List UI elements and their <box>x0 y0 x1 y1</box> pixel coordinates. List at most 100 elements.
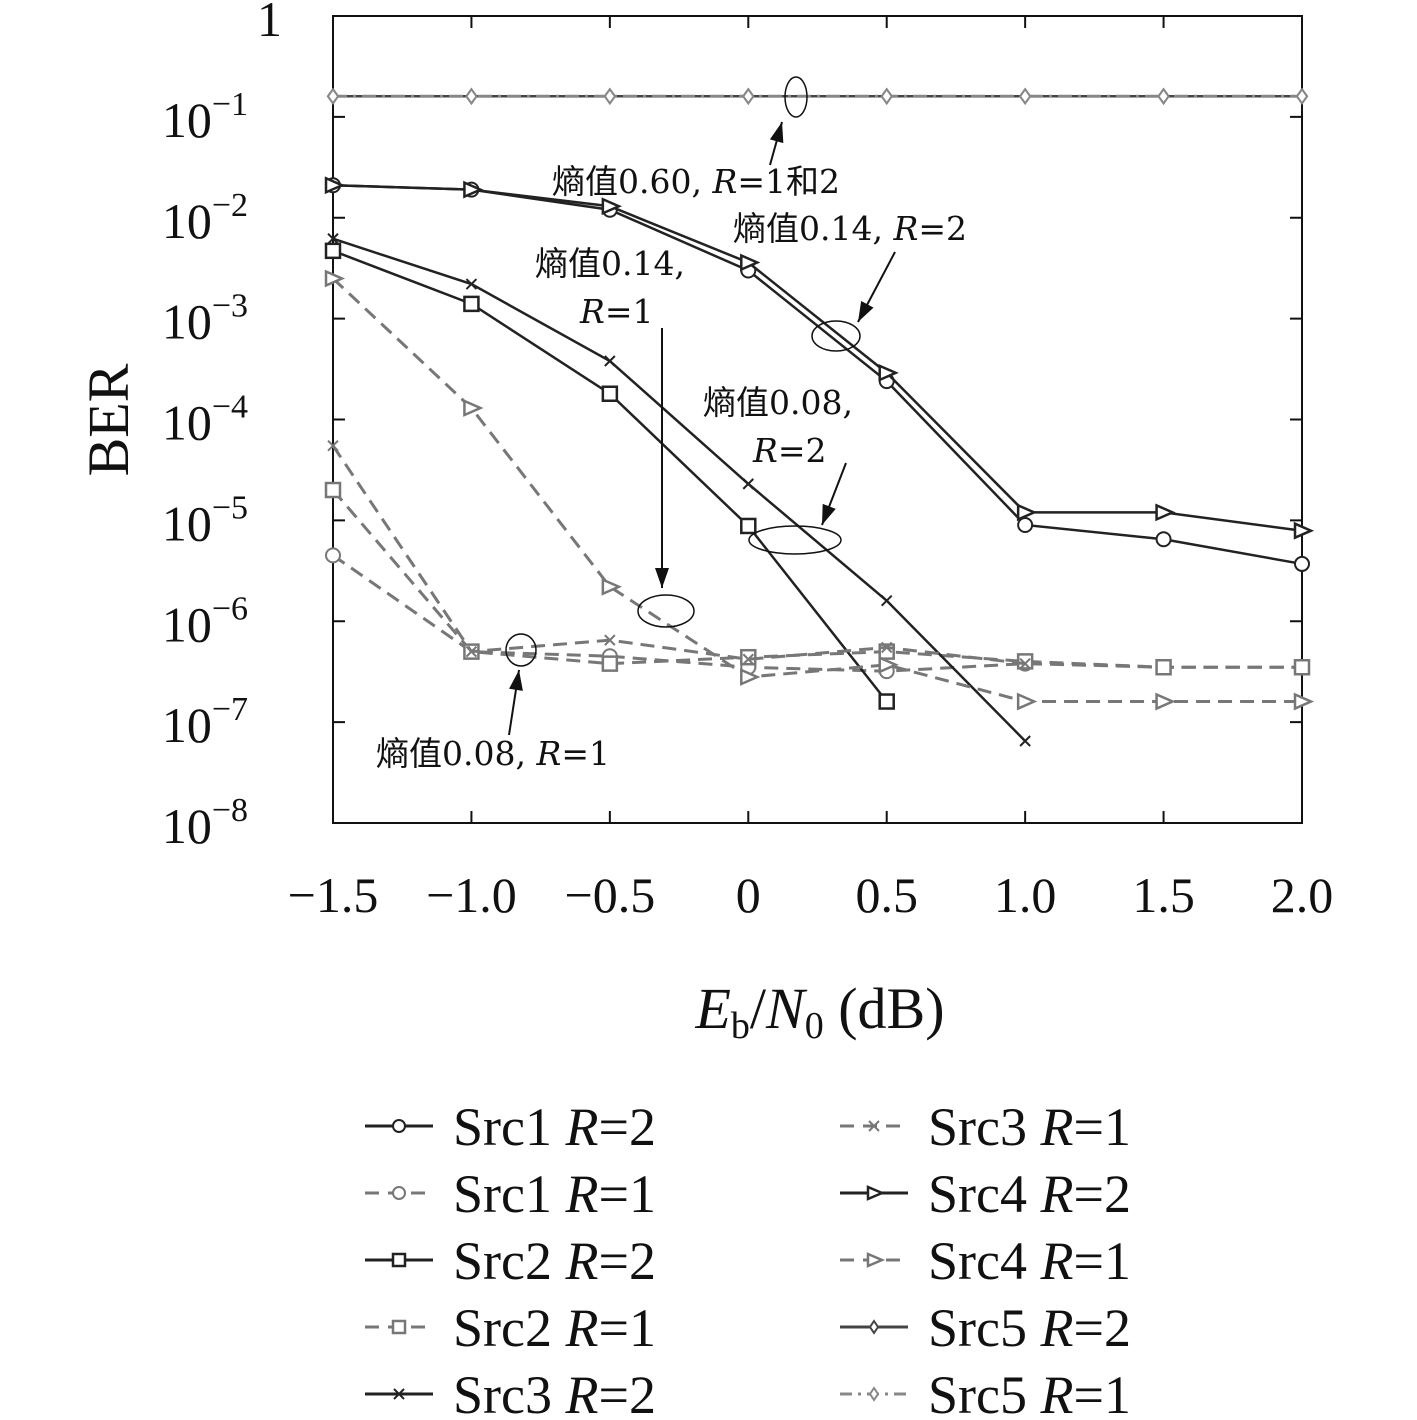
legend-label: Src2 R=2 <box>453 1231 656 1291</box>
legend-entry: Src2 R=2 <box>365 1231 656 1291</box>
series-src3-r2 <box>327 232 1031 747</box>
y-tick-label: 10−8 <box>162 792 248 854</box>
y-tick-labels: 10−8 10−7 10−6 10−5 10−4 10−3 10−2 10−11 <box>162 0 282 854</box>
data-point <box>465 645 478 658</box>
data-point <box>327 232 339 245</box>
data-point <box>601 385 619 402</box>
annotation-text: 熵值0.08, R=1 <box>376 734 610 773</box>
data-point <box>868 1386 880 1402</box>
data-point <box>1019 657 1031 670</box>
data-point <box>1155 503 1176 522</box>
x-tick-label: 1.5 <box>1132 867 1195 923</box>
annotation-arrowhead <box>769 122 784 144</box>
y-tick-label: 10−5 <box>162 489 248 551</box>
series-src4-r1 <box>324 269 1315 711</box>
data-point <box>1016 692 1038 711</box>
series-src2-r2 <box>324 242 895 710</box>
series-line <box>332 183 1303 532</box>
legend-label: Src4 R=1 <box>928 1231 1131 1291</box>
x-tick-label: −1.5 <box>288 867 379 923</box>
x-tick-label: −1.0 <box>426 867 517 923</box>
data-point <box>465 87 478 106</box>
data-point <box>325 547 341 564</box>
data-point <box>878 693 895 710</box>
data-point <box>1016 503 1038 522</box>
legend: Src1 R=2 Src1 R=1 Src2 R=2 Src2 R=1 Src3 R=2… <box>365 1097 1131 1420</box>
data-point <box>391 1252 407 1268</box>
x-tick-label: 0 <box>736 867 761 923</box>
data-point <box>327 439 339 452</box>
legend-label: Src1 R=1 <box>453 1164 656 1224</box>
data-point <box>1155 658 1172 676</box>
legend-label: Src2 R=1 <box>453 1298 656 1358</box>
data-point <box>1155 692 1176 711</box>
annotation-arrowhead <box>822 503 836 525</box>
legend-entry: Src5 R=1 <box>840 1365 1131 1420</box>
data-point <box>740 648 757 666</box>
annotation-ellipse <box>748 525 842 555</box>
data-point <box>463 295 480 313</box>
y-tick-label: 1 <box>257 0 282 47</box>
y-tick-label: 10−3 <box>162 288 248 350</box>
x-tick-labels: −1.5 −1.0 −0.5 0 0.5 1.0 1.5 2.0 <box>288 867 1334 923</box>
x-axis-label: Eb/N0 (dB) <box>694 976 944 1047</box>
data-point <box>324 269 346 288</box>
data-point <box>324 176 346 195</box>
data-point <box>866 1185 886 1201</box>
legend-label: Src3 R=1 <box>928 1097 1131 1157</box>
data-point <box>1016 653 1034 670</box>
legend-entry: Src3 R=2 <box>365 1365 656 1420</box>
legend-label: Src4 R=2 <box>928 1164 1131 1224</box>
annotation-text: 熵值0.08, <box>703 383 853 422</box>
y-tick-label: 10−6 <box>162 590 248 652</box>
data-point <box>868 1319 880 1335</box>
y-tick-label: 10−2 <box>162 187 248 249</box>
data-point <box>324 481 342 499</box>
annotation: 熵值0.08, R=1 <box>376 633 610 773</box>
data-point <box>392 1186 406 1200</box>
annotation-ellipse <box>505 633 537 667</box>
annotation-text: R=2 <box>752 431 827 470</box>
series-src5-r1 <box>326 87 1309 106</box>
y-tick-label: 10−7 <box>162 691 248 753</box>
data-point <box>463 399 484 417</box>
data-point <box>603 87 617 106</box>
data-point <box>742 478 754 490</box>
data-point <box>740 253 761 272</box>
legend-label: Src1 R=2 <box>453 1097 656 1157</box>
x-tick-label: 1.0 <box>994 867 1057 923</box>
data-point <box>391 1319 407 1335</box>
x-tick-label: 2.0 <box>1271 867 1334 923</box>
data-point <box>463 180 484 199</box>
legend-entry: Src1 R=2 <box>365 1097 656 1157</box>
series-line <box>331 277 1302 704</box>
data-point <box>1157 87 1170 106</box>
axis-ticks <box>332 15 1303 824</box>
data-point <box>881 641 893 654</box>
x-tick-label: −0.5 <box>565 867 656 923</box>
data-point <box>1017 516 1034 533</box>
legend-entry: Src5 R=2 <box>840 1298 1131 1358</box>
series-src4-r2 <box>324 176 1315 540</box>
annotation-arrowhead <box>858 301 874 322</box>
annotation: 熵值0.08, R=2 <box>703 383 853 555</box>
annotation: 熵值0.14, R=1 <box>535 244 695 628</box>
legend-entry: Src3 R=1 <box>840 1097 1131 1157</box>
data-point <box>1019 735 1031 747</box>
data-point <box>1293 692 1315 711</box>
annotation-text: 熵值0.14, <box>535 244 685 283</box>
data-point <box>1155 531 1172 548</box>
legend-entry: Src4 R=2 <box>840 1164 1131 1224</box>
annotation-ellipse <box>637 594 695 628</box>
annotation: 熵值0.14, R=2 <box>733 209 967 352</box>
data-point <box>601 197 622 216</box>
series-src3-r1 <box>327 439 1031 670</box>
y-tick-label: 10−4 <box>162 389 248 451</box>
series-layer <box>324 87 1315 747</box>
annotation: 熵值0.60, R=1和2 <box>552 76 840 201</box>
data-point <box>1018 87 1032 106</box>
series-line <box>332 237 1027 742</box>
data-point <box>392 1119 406 1133</box>
data-point <box>1293 521 1315 540</box>
